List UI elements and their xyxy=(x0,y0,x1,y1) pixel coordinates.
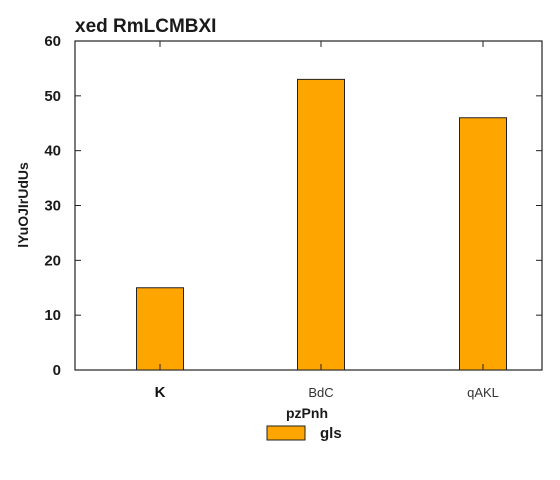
x-tick-label: K xyxy=(155,384,166,401)
y-tick-label: 50 xyxy=(44,88,61,105)
y-tick-label: 20 xyxy=(44,252,61,269)
y-tick-label: 40 xyxy=(44,143,61,160)
x-axis: K BdC qAKL xyxy=(155,41,499,401)
y-tick-label: 10 xyxy=(44,307,61,324)
bar xyxy=(297,78,345,371)
x-tick-label: qAKL xyxy=(467,385,499,400)
chart-title: xed RmLCMBXI xyxy=(75,16,216,37)
y-axis-label: lYuOJIrUdUs xyxy=(15,162,31,248)
legend: gls xyxy=(266,425,342,442)
legend-label: gls xyxy=(320,425,342,442)
y-tick-label: 60 xyxy=(44,33,61,50)
x-tick-label: BdC xyxy=(308,385,333,400)
legend-swatch xyxy=(266,425,306,441)
bar xyxy=(136,287,184,371)
y-tick-label: 0 xyxy=(53,362,61,379)
bars-group xyxy=(136,78,507,371)
y-axis: 0 10 20 30 40 50 60 xyxy=(44,33,542,379)
x-axis-label: pzPnh xyxy=(286,405,328,421)
bar xyxy=(459,117,507,371)
y-tick-label: 30 xyxy=(44,198,61,215)
